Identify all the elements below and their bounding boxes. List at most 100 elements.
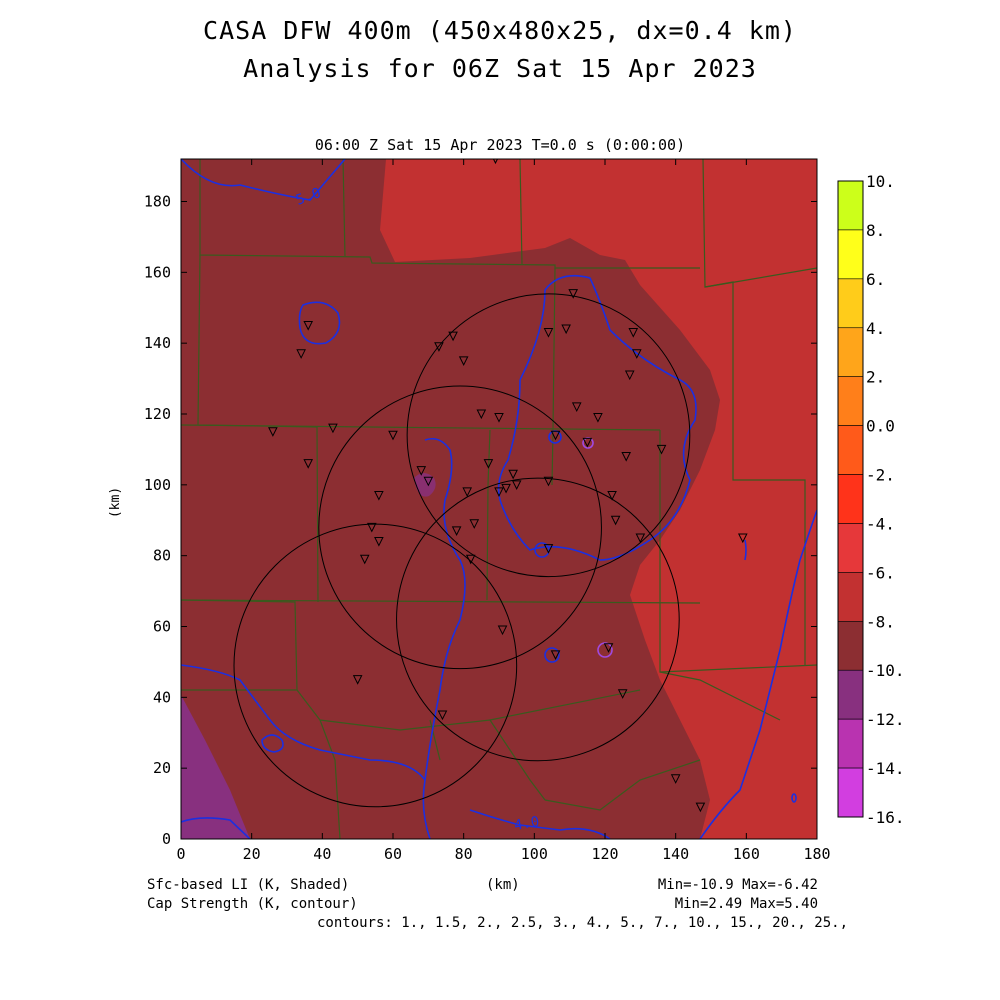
station-marker <box>508 469 518 480</box>
station-marker <box>603 643 614 653</box>
station-marker <box>448 331 458 342</box>
colorbar-swatch <box>837 767 864 818</box>
x-tick-label: 120 <box>591 845 618 863</box>
contour-field-label: Cap Strength (K, contour) <box>147 896 358 912</box>
contour-levels: contours: 1., 1.5, 2., 2.5, 3., 4., 5., … <box>316 915 848 931</box>
cap-strength-contours <box>181 159 817 839</box>
y-tick-label: 20 <box>153 759 171 777</box>
station-marker <box>423 476 434 487</box>
station-marker <box>543 476 554 487</box>
station-marker <box>434 342 444 352</box>
chart-subtitle: Analysis for 06Z Sat 15 Apr 2023 <box>243 54 757 83</box>
colorbar-swatch <box>837 376 864 426</box>
y-tick-label: 180 <box>144 193 171 211</box>
station-marker <box>303 459 314 469</box>
station-marker <box>416 466 427 476</box>
colorbar-swatch <box>837 474 864 524</box>
station-markers <box>268 159 748 813</box>
radar-range-ring <box>406 293 691 578</box>
station-marker <box>366 522 377 533</box>
x-axis-label: (km) <box>486 877 520 893</box>
station-marker <box>501 483 511 494</box>
station-marker <box>617 689 628 699</box>
y-axis: 0 20 40 60 80 100 120 140 160 180 <box>144 193 817 848</box>
station-marker <box>458 356 469 366</box>
colorbar-swatch <box>837 278 864 329</box>
valid-time-label: 06:00 Z Sat 15 Apr 2023 T=0.0 s (0:00:00… <box>314 136 686 154</box>
station-marker <box>374 537 384 547</box>
y-tick-label: 100 <box>144 476 171 494</box>
station-marker <box>624 370 635 381</box>
station-marker <box>670 774 681 784</box>
map-field: 5.0 4.0 <box>181 159 817 839</box>
station-marker <box>296 349 306 359</box>
station-marker <box>610 515 621 526</box>
station-marker <box>561 324 571 335</box>
colorbar-label: 10. <box>866 172 895 191</box>
station-marker <box>593 413 603 423</box>
y-tick-label: 80 <box>153 547 171 565</box>
radar-range-ring <box>318 385 602 670</box>
colorbar-label: 4. <box>866 319 885 338</box>
y-tick-label: 140 <box>144 334 171 352</box>
station-marker <box>469 519 480 529</box>
colorbar-swatch <box>837 180 864 231</box>
station-marker <box>451 526 462 536</box>
station-marker <box>695 802 706 813</box>
county-boundaries <box>181 159 817 839</box>
station-marker <box>607 490 617 501</box>
station-marker <box>494 413 504 423</box>
station-marker <box>352 675 363 685</box>
x-tick-label: 20 <box>243 845 261 863</box>
y-tick-label: 40 <box>153 688 171 706</box>
station-marker <box>374 490 384 501</box>
station-marker <box>328 423 338 434</box>
station-marker <box>582 437 593 448</box>
x-tick-label: 60 <box>384 845 402 863</box>
station-marker <box>511 480 522 490</box>
station-marker <box>543 328 554 338</box>
colorbar-swatch <box>837 327 864 377</box>
plot-frame <box>180 158 818 840</box>
station-marker <box>476 409 487 420</box>
station-marker <box>628 328 639 338</box>
chart-title: CASA DFW 400m (450x480x25, dx=0.4 km) <box>203 16 797 45</box>
x-axis: 0 20 40 60 80 100 120 140 160 180 <box>176 159 831 863</box>
colorbar-label: 8. <box>866 221 885 240</box>
x-tick-label: 0 <box>176 845 185 863</box>
x-tick-label: 100 <box>521 845 548 863</box>
colorbar-label: 0.0 <box>866 417 895 436</box>
station-marker <box>550 430 561 441</box>
li-band-purple <box>181 695 250 839</box>
station-marker <box>543 544 554 554</box>
colorbar-swatch <box>837 523 864 573</box>
shaded-field-label: Sfc-based LI (K, Shaded) <box>147 877 350 893</box>
station-marker <box>437 710 448 721</box>
station-marker <box>631 349 642 359</box>
colorbar-swatch <box>837 621 864 671</box>
contour-label: 4.0 <box>513 814 541 834</box>
station-marker <box>494 487 504 498</box>
station-marker <box>571 402 582 413</box>
colorbar-swatch <box>837 718 864 769</box>
station-marker <box>621 452 632 462</box>
y-tick-label: 60 <box>153 618 171 636</box>
station-marker <box>568 289 579 299</box>
colorbar-label: -6. <box>866 563 895 582</box>
station-marker <box>737 533 748 544</box>
colorbar-label: -14. <box>866 759 905 778</box>
station-marker <box>483 459 494 469</box>
colorbar-label: -10. <box>866 661 905 680</box>
colorbar-label: 6. <box>866 270 885 289</box>
li-blob-purple <box>414 473 436 497</box>
colorbar-swatch <box>837 425 864 475</box>
station-marker <box>359 554 370 565</box>
colorbar: 10. 8. 6. 4. 2. 0.0 -2. -4. -6. -8. -10. -12. -14. -1… <box>837 172 905 827</box>
x-tick-label: 140 <box>662 845 689 863</box>
shaded-minmax: Min=-10.9 Max=-6.42 <box>657 877 818 893</box>
x-tick-label: 180 <box>803 845 830 863</box>
y-tick-label: 120 <box>144 405 171 423</box>
colorbar-swatch <box>837 669 864 720</box>
colorbar-label: -12. <box>866 710 905 729</box>
